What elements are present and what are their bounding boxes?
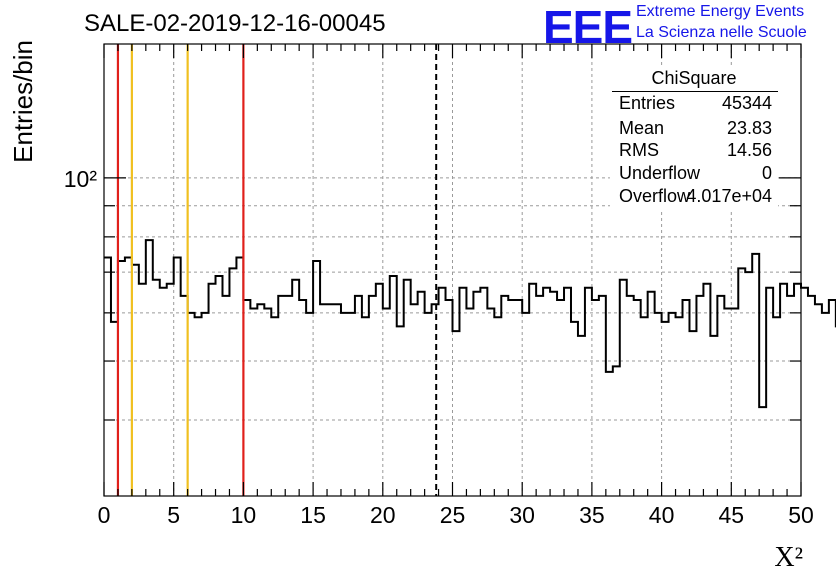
x-tick-label: 40	[649, 502, 675, 528]
reference-lines	[116, 44, 438, 496]
eee-logo: EEE	[543, 1, 633, 53]
stats-divider	[612, 91, 778, 92]
logo-line-2: La Scienza nelle Scuole	[636, 24, 807, 41]
stats-title: ChiSquare	[651, 68, 737, 88]
stats-label-mean: Mean	[619, 118, 665, 138]
x-tick-label: 20	[370, 502, 396, 528]
stats-label-overflow: Overflow	[619, 186, 691, 206]
stats-value-overflow: 4.017e+04	[686, 186, 772, 206]
y-tick-label-100: 10²	[64, 166, 98, 192]
histogram-step-line	[104, 239, 836, 409]
stats-value-entries: 45344	[721, 93, 772, 113]
x-tick-label: 0	[98, 502, 111, 528]
x-tick-label: 50	[788, 502, 814, 528]
x-tick-label: 5	[167, 502, 180, 528]
x-tick-label: 25	[440, 502, 466, 528]
axis-ticks	[103, 44, 802, 496]
stats-label-rms: RMS	[619, 140, 659, 160]
x-axis-label: X²	[774, 542, 803, 572]
run-title: SALE-02-2019-12-16-00045	[84, 10, 386, 37]
x-tick-label: 15	[300, 502, 326, 528]
x-tick-label: 35	[579, 502, 605, 528]
x-tick-label: 30	[509, 502, 535, 528]
histogram-bars	[104, 239, 836, 409]
stats-label-underflow: Underflow	[619, 163, 701, 183]
stats-box: ChiSquare Entries 45344 Mean 23.83 RMS 1…	[610, 66, 778, 210]
stats-value-mean: 23.83	[726, 118, 772, 138]
stats-value-rms: 14.56	[726, 140, 772, 160]
x-tick-labels: 0 5 10 15 20 25 30 35 40 45 50	[98, 502, 814, 528]
x-tick-label: 10	[231, 502, 257, 528]
stats-label-entries: Entries	[619, 93, 676, 113]
logo-line-1: Extreme Energy Events	[636, 3, 805, 20]
y-axis-label: Entries/bin	[8, 40, 38, 163]
x-tick-label: 45	[719, 502, 745, 528]
stats-value-underflow: 0	[761, 163, 772, 183]
